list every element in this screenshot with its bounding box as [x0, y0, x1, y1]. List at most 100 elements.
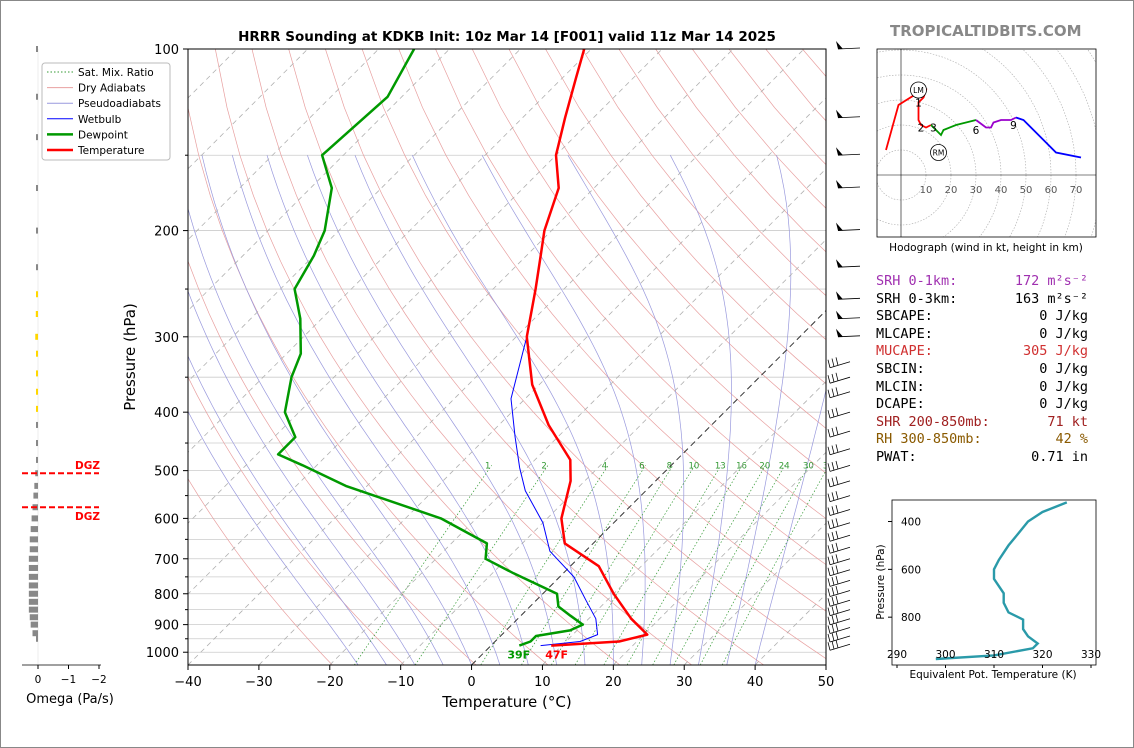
wind-barb-feather [835, 357, 839, 366]
omega-bar [28, 598, 38, 605]
hodograph-ring-label: 60 [1045, 185, 1058, 196]
y-tick-label: 500 [154, 465, 179, 480]
omega-bar [32, 630, 38, 637]
dry-adiabat [288, 49, 764, 665]
legend: Sat. Mix. Ratio Dry Adiabats Pseudoadiabat… [41, 62, 171, 161]
index-row: RH 300-850mb: 42 % [876, 431, 1088, 449]
y-tick-label: 400 [154, 406, 179, 421]
omega-bar [36, 635, 38, 642]
wind-barb-feather [831, 492, 835, 501]
index-label: MLCAPE: [876, 325, 933, 342]
storm-motion-label: LM [913, 86, 924, 95]
y-tick-label: 300 [154, 331, 179, 346]
x-tick-label: 50 [818, 675, 835, 690]
wind-barb [829, 534, 851, 542]
omega-bar [31, 515, 38, 522]
index-label: RH 300-850mb: [876, 431, 982, 448]
wind-barb-flag [836, 222, 843, 231]
theta-e-y-tick-label: 800 [901, 612, 921, 624]
wind-barb-feather [831, 445, 835, 454]
legend-entry: Temperature [77, 145, 145, 157]
wind-barb [829, 558, 851, 566]
wind-barb [837, 317, 861, 320]
index-row: MLCIN: 0 J/kg [876, 379, 1088, 397]
dry-adiabat [581, 49, 826, 341]
y-tick-label: 800 [154, 588, 179, 603]
wind-barb-feather [831, 427, 835, 437]
omega-bar [28, 590, 38, 597]
hodograph-ring-label: 30 [970, 185, 983, 196]
index-value: 0 J/kg [1039, 378, 1088, 395]
hodograph-segment [885, 88, 932, 151]
index-label: SRH 0-3km: [876, 290, 958, 307]
omega-bar [36, 185, 38, 192]
dewpoint-line [276, 49, 585, 647]
wind-barb-feather [831, 506, 835, 515]
dry-adiabat [545, 49, 826, 385]
wind-barb-feather [827, 533, 831, 542]
hodograph-height-label: 3 [930, 123, 937, 135]
index-value: 71 kt [1047, 413, 1088, 430]
isotherm [471, 309, 826, 665]
index-label: SBCIN: [876, 361, 925, 377]
hodograph-height-label: 9 [1010, 120, 1017, 132]
wind-barb-feather [827, 520, 831, 529]
omega-bar [36, 405, 38, 412]
x-tick-label: 20 [605, 675, 622, 690]
skewt-plot-area: 1246810131620243036 [188, 49, 834, 665]
mix-ratio-label: 16 [736, 462, 747, 472]
wind-barb-feather [835, 491, 839, 500]
x-tick-label: −20 [316, 675, 343, 690]
wind-barb-feather [835, 623, 839, 632]
wind-barb [829, 411, 851, 419]
dry-adiabat [471, 49, 826, 474]
wind-barb [837, 186, 861, 189]
wind-barb-feather [835, 631, 839, 640]
pseudoadiabat [669, 155, 732, 665]
pseudoadiabat [201, 155, 472, 665]
wind-barb [837, 265, 861, 268]
wind-barb-feather [831, 408, 835, 418]
wind-barb-feather [835, 554, 839, 563]
index-label: PWAT: [876, 449, 917, 465]
dry-adiabat [361, 49, 826, 612]
wind-barb-feather [831, 477, 835, 486]
mix-ratio-label: 36 [823, 462, 834, 472]
wind-barb [829, 391, 851, 399]
index-value: 0 J/kg [1039, 308, 1088, 325]
theta-e-x-tick-label: 290 [887, 649, 907, 661]
mix-ratio-label: 1 [485, 462, 490, 472]
isotherm [683, 522, 826, 665]
wind-barb-feather [827, 598, 831, 607]
omega-bar [35, 311, 38, 318]
wind-barb-feather [835, 565, 839, 574]
hodograph-height-label: 1 [915, 98, 922, 110]
hodograph-ring-label: 10 [920, 185, 933, 196]
wind-barb [829, 361, 851, 369]
hodograph-segment [930, 119, 977, 137]
wind-barb-feather [835, 476, 839, 485]
legend-entry: Dewpoint [78, 129, 128, 141]
omega-bar [33, 492, 38, 499]
wind-barb-feather [835, 639, 839, 648]
wind-barb [837, 297, 861, 300]
theta-e-x-axis-label: Equivalent Pot. Temperature (K) [909, 669, 1076, 681]
wind-barb-feather [827, 607, 831, 616]
omega-bar [29, 614, 38, 621]
x-tick-label: 30 [676, 675, 693, 690]
sat-mix-ratio-line [721, 469, 826, 665]
x-tick-label: −40 [174, 675, 201, 690]
mix-ratio-label: 20 [759, 462, 770, 472]
mix-ratio-label: 6 [639, 462, 644, 472]
wind-barb-feather [827, 633, 831, 643]
wind-barb-feather [827, 642, 831, 651]
wind-barb-feather [827, 478, 831, 488]
hodograph-title: Hodograph (wind in kt, height in km) [889, 242, 1083, 254]
brand-watermark: TROPICALTIDBITS.COM [890, 22, 1082, 40]
wind-barb [829, 522, 851, 530]
dry-adiabat [508, 49, 826, 429]
isotherm [188, 49, 663, 524]
mix-ratio-label: 13 [715, 462, 726, 472]
y-tick-label: 200 [154, 225, 179, 240]
wind-barb-flag [836, 147, 843, 156]
